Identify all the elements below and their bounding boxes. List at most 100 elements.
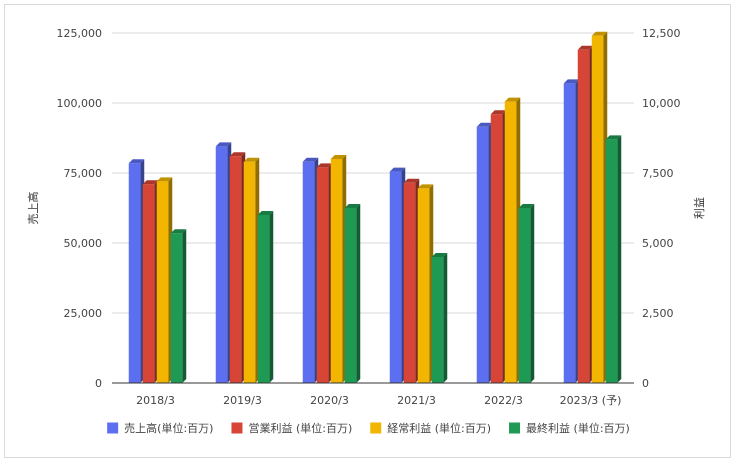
legend-label: 営業利益 (単位:百万) bbox=[248, 421, 352, 435]
bars bbox=[128, 31, 622, 384]
bar-front bbox=[156, 181, 169, 383]
left-tick-label: 25,000 bbox=[64, 307, 103, 320]
category-label: 2023/3 (予) bbox=[560, 394, 622, 407]
legend: 売上高(単位:百万) 営業利益 (単位:百万) 経常利益 (単位:百万) 最終利益 (… bbox=[107, 421, 630, 435]
bar-front bbox=[302, 161, 315, 383]
bar bbox=[229, 152, 246, 383]
bar-front bbox=[518, 208, 531, 383]
right-axis-ticks: 0 2,500 5,000 7,500 10,000 12,500 bbox=[642, 27, 681, 390]
bar-front bbox=[605, 139, 618, 383]
bar-front bbox=[591, 35, 604, 384]
left-axis-ticks: 0 25,000 50,000 75,000 100,000 125,000 bbox=[57, 27, 103, 390]
bar bbox=[417, 184, 434, 383]
bar-top bbox=[142, 180, 159, 185]
bar bbox=[403, 178, 420, 383]
bar-side bbox=[356, 204, 361, 383]
bar-top bbox=[518, 204, 535, 208]
right-tick-label: 2,500 bbox=[642, 307, 674, 320]
bar-front bbox=[215, 146, 228, 383]
left-tick-label: 75,000 bbox=[64, 167, 103, 180]
bar-front bbox=[243, 161, 256, 383]
bar-front bbox=[389, 171, 402, 383]
bar bbox=[170, 229, 187, 383]
category-label: 2021/3 bbox=[397, 394, 436, 407]
right-axis-title: 利益 bbox=[692, 197, 706, 219]
bar-front bbox=[142, 184, 155, 383]
left-tick-label: 0 bbox=[95, 377, 102, 390]
bar-top bbox=[316, 163, 333, 168]
right-tick-label: 7,500 bbox=[642, 167, 674, 180]
bar-top bbox=[229, 152, 246, 157]
bar-front bbox=[316, 167, 329, 383]
bar bbox=[302, 157, 319, 383]
bar-top bbox=[389, 167, 406, 172]
bar bbox=[476, 122, 493, 384]
bar bbox=[605, 135, 622, 383]
bar-top bbox=[417, 184, 434, 189]
legend-swatch bbox=[107, 422, 119, 434]
bar-front bbox=[577, 49, 590, 384]
bar bbox=[156, 177, 173, 383]
bar-front bbox=[431, 257, 444, 383]
bar-front bbox=[257, 215, 270, 383]
category-label: 2020/3 bbox=[310, 394, 349, 407]
legend-swatch bbox=[509, 422, 521, 434]
bar-top bbox=[302, 157, 319, 162]
bar bbox=[591, 31, 608, 384]
bar-top bbox=[476, 122, 493, 127]
left-axis-title: 売上高 bbox=[26, 192, 40, 225]
bar bbox=[431, 253, 448, 383]
bar-top bbox=[257, 211, 274, 215]
bar-side bbox=[182, 229, 187, 383]
bar bbox=[563, 79, 580, 384]
bar bbox=[128, 159, 145, 383]
bar-side bbox=[269, 211, 274, 383]
bar-front bbox=[128, 163, 141, 383]
legend-label: 経常利益 (単位:百万) bbox=[387, 421, 491, 435]
bar bbox=[330, 155, 347, 383]
bar-front bbox=[490, 114, 503, 383]
bar-top bbox=[431, 253, 448, 257]
bar-front bbox=[417, 188, 430, 383]
bar-top bbox=[344, 204, 361, 208]
bar-top bbox=[563, 79, 580, 84]
bar bbox=[142, 180, 159, 383]
bar bbox=[518, 204, 535, 383]
left-tick-label: 100,000 bbox=[57, 97, 103, 110]
legend-item: 経常利益 (単位:百万) bbox=[370, 421, 491, 435]
bar-side bbox=[443, 253, 448, 383]
legend-item: 売上高(単位:百万) bbox=[107, 421, 213, 435]
right-tick-label: 10,000 bbox=[642, 97, 681, 110]
bar bbox=[504, 97, 521, 383]
bar-front bbox=[563, 83, 576, 384]
bar-side bbox=[617, 135, 622, 383]
legend-item: 最終利益 (単位:百万) bbox=[509, 421, 630, 435]
bar bbox=[316, 163, 333, 383]
bar-top bbox=[577, 45, 594, 50]
bar-top bbox=[591, 31, 608, 36]
left-tick-label: 50,000 bbox=[64, 237, 103, 250]
bar-side bbox=[530, 204, 535, 383]
bar-top bbox=[215, 142, 232, 147]
bar bbox=[257, 211, 274, 383]
category-label: 2018/3 bbox=[136, 394, 175, 407]
legend-label: 売上高(単位:百万) bbox=[124, 421, 213, 435]
bar bbox=[344, 204, 361, 383]
bar-front bbox=[344, 208, 357, 383]
legend-item: 営業利益 (単位:百万) bbox=[231, 421, 352, 435]
bar-top bbox=[403, 178, 420, 183]
bar-top bbox=[243, 157, 260, 162]
legend-swatch bbox=[370, 422, 382, 434]
bar bbox=[215, 142, 232, 383]
bar bbox=[490, 110, 507, 383]
bar-top bbox=[605, 135, 622, 140]
bar-front bbox=[476, 126, 489, 384]
bar bbox=[577, 45, 594, 384]
category-labels: 2018/3 2019/3 2020/3 2021/3 2022/3 2023/3 (予) bbox=[136, 394, 621, 407]
bar-front bbox=[170, 233, 183, 383]
right-tick-label: 5,000 bbox=[642, 237, 674, 250]
bar-top bbox=[170, 229, 187, 234]
legend-label: 最終利益 (単位:百万) bbox=[526, 421, 630, 435]
legend-swatch bbox=[231, 422, 243, 434]
